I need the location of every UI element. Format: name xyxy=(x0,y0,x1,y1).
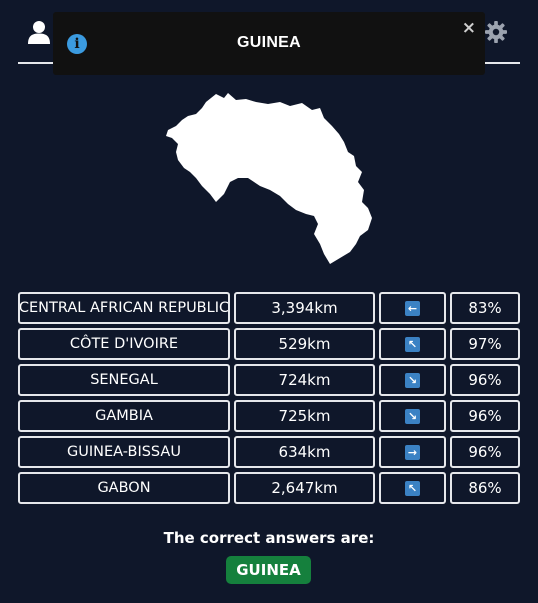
guess-proximity: 96% xyxy=(450,436,520,468)
guess-proximity: 97% xyxy=(450,328,520,360)
toast-title: GUINEA xyxy=(236,34,302,51)
guinea-shape xyxy=(166,93,372,264)
answer-toast: i GUINEA × xyxy=(53,12,485,75)
info-icon: i xyxy=(67,34,87,54)
guess-proximity: 96% xyxy=(450,400,520,432)
correct-answer-badge: GUINEA xyxy=(226,556,311,584)
guess-distance: 3,394km xyxy=(234,292,375,324)
guess-row: SENEGAL 724km ↘ 96% xyxy=(18,364,520,396)
direction-arrow-icon: ↘ xyxy=(405,372,420,388)
gear-icon[interactable] xyxy=(485,21,507,43)
guess-country: SENEGAL xyxy=(18,364,230,396)
country-silhouette xyxy=(166,93,372,264)
guess-distance: 634km xyxy=(234,436,375,468)
guess-row: GAMBIA 725km ↘ 96% xyxy=(18,400,520,432)
guess-list: CENTRAL AFRICAN REPUBLIC 3,394km ← 83% CÔTE … xyxy=(18,292,520,508)
direction-arrow-icon: → xyxy=(405,444,420,460)
guess-direction: → xyxy=(379,436,446,468)
direction-arrow-icon: ↖ xyxy=(405,336,420,352)
direction-arrow-icon: ↘ xyxy=(405,408,420,424)
guess-row: GABON 2,647km ↖ 86% xyxy=(18,472,520,504)
guess-direction: ← xyxy=(379,292,446,324)
guess-proximity: 86% xyxy=(450,472,520,504)
guess-distance: 724km xyxy=(234,364,375,396)
direction-arrow-icon: ↖ xyxy=(405,480,420,496)
direction-arrow-icon: ← xyxy=(405,300,420,316)
guess-proximity: 83% xyxy=(450,292,520,324)
guess-proximity: 96% xyxy=(450,364,520,396)
guess-country: GUINEA-BISSAU xyxy=(18,436,230,468)
user-icon[interactable] xyxy=(28,20,50,44)
guess-country: CÔTE D'IVOIRE xyxy=(18,328,230,360)
guess-row: CENTRAL AFRICAN REPUBLIC 3,394km ← 83% xyxy=(18,292,520,324)
guess-direction: ↘ xyxy=(379,400,446,432)
guess-row: GUINEA-BISSAU 634km → 96% xyxy=(18,436,520,468)
guess-direction: ↖ xyxy=(379,472,446,504)
guess-direction: ↘ xyxy=(379,364,446,396)
guess-country: GABON xyxy=(18,472,230,504)
guess-distance: 529km xyxy=(234,328,375,360)
guess-row: CÔTE D'IVOIRE 529km ↖ 97% xyxy=(18,328,520,360)
guess-distance: 2,647km xyxy=(234,472,375,504)
correct-answer-label: The correct answers are: xyxy=(163,529,375,547)
close-icon[interactable]: × xyxy=(461,18,476,38)
guess-country: GAMBIA xyxy=(18,400,230,432)
guess-direction: ↖ xyxy=(379,328,446,360)
guess-distance: 725km xyxy=(234,400,375,432)
guess-country: CENTRAL AFRICAN REPUBLIC xyxy=(18,292,230,324)
